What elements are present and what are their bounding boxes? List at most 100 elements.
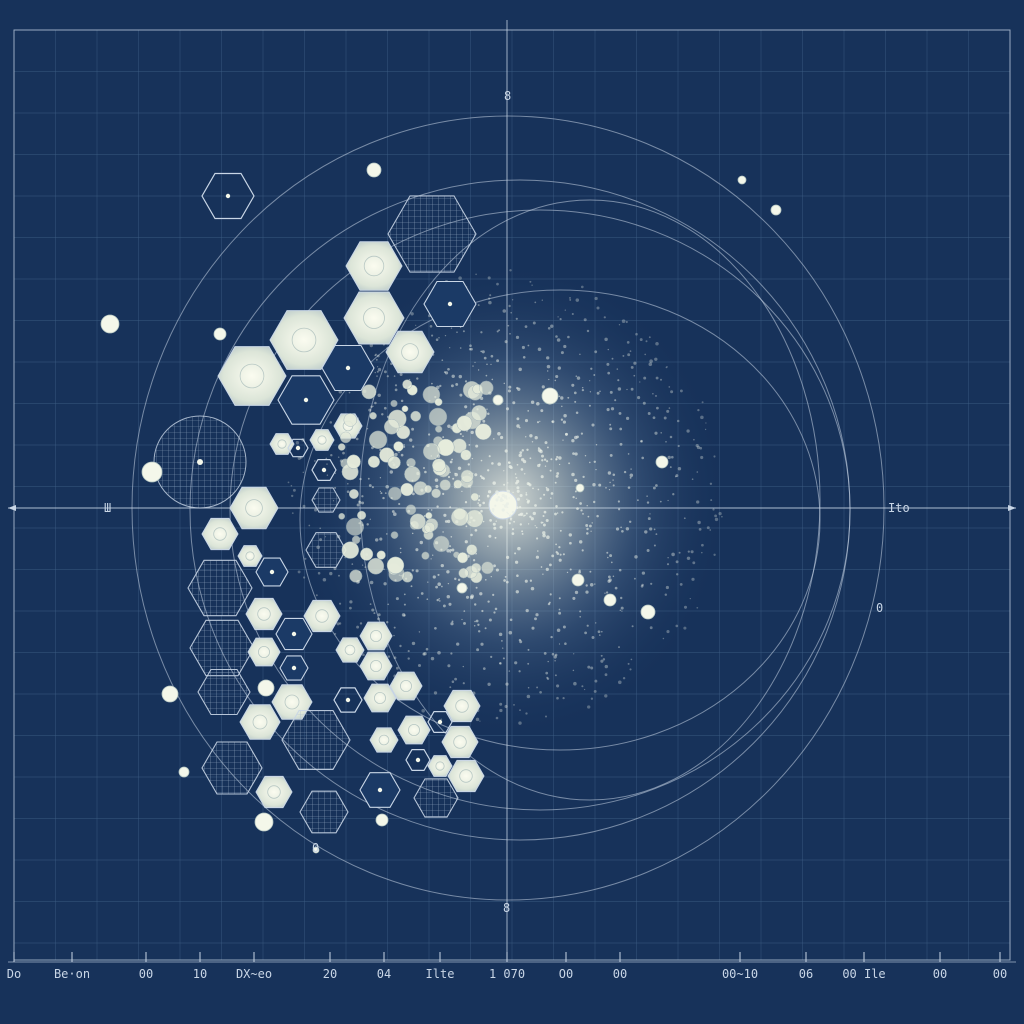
dust-particle (546, 460, 549, 463)
dust-particle (449, 549, 452, 552)
dust-particle (398, 451, 400, 454)
dust-particle (386, 533, 388, 535)
x-tick-label: O0 (559, 967, 573, 981)
dust-particle (511, 532, 515, 535)
dust-particle (637, 396, 641, 400)
dust-particle (487, 600, 490, 603)
dust-particle (604, 337, 608, 342)
bubble-particle (435, 425, 443, 433)
dust-particle (605, 591, 609, 594)
dust-particle (490, 575, 492, 578)
dust-particle (644, 530, 648, 534)
hexagon-ring (257, 607, 271, 621)
dust-particle (376, 354, 380, 358)
dust-particle (497, 462, 501, 466)
dust-particle (676, 419, 680, 423)
dust-particle (515, 481, 518, 485)
dust-particle (542, 531, 546, 535)
dust-particle (709, 482, 713, 485)
dust-particle (377, 617, 380, 621)
dust-particle (591, 423, 595, 427)
dust-particle (654, 431, 658, 435)
dust-particle (537, 488, 540, 491)
bubble-particle (410, 410, 422, 422)
dust-particle (518, 367, 522, 372)
scattered-dots (100, 162, 782, 854)
dust-particle (486, 408, 488, 410)
dust-particle (502, 309, 507, 313)
dust-particle (436, 598, 439, 602)
dust-particle (495, 498, 499, 502)
bubble-particle (386, 556, 405, 574)
dust-particle (547, 370, 549, 372)
dust-particle (488, 297, 491, 300)
dust-particle (438, 598, 440, 600)
dust-particle (534, 504, 537, 507)
dust-particle (334, 632, 337, 635)
dust-particle (468, 347, 472, 351)
dust-particle (595, 468, 597, 471)
dust-particle (463, 610, 466, 612)
dust-particle (347, 482, 349, 485)
bubble-particle (409, 513, 426, 530)
dust-particle (492, 522, 496, 526)
dust-particle (721, 515, 723, 518)
dust-particle (521, 532, 524, 535)
dust-particle (516, 417, 520, 421)
dust-particle (477, 304, 480, 307)
dust-particle (540, 475, 544, 479)
dust-particle (417, 663, 422, 668)
dust-particle (543, 510, 547, 514)
dust-particle (535, 613, 539, 617)
bubble-particle (421, 551, 430, 560)
dust-particle (469, 595, 474, 600)
hexagon-ring (344, 644, 356, 656)
hexagon-mesh (189, 619, 255, 677)
dust-particle (432, 554, 434, 556)
dust-particle (499, 708, 503, 713)
dust-particle (596, 306, 600, 310)
dust-particle (587, 665, 591, 669)
dust-particle (562, 696, 565, 700)
dust-particle (373, 612, 376, 615)
dust-particle (618, 508, 621, 511)
dust-particle (439, 384, 442, 388)
dust-particle (572, 596, 576, 600)
dust-particle (501, 508, 505, 512)
dust-particle (691, 577, 695, 581)
dust-particle (598, 483, 602, 487)
dust-particle (441, 585, 443, 588)
dust-particle (449, 686, 452, 689)
bubble-particle (376, 550, 386, 560)
sphere-center-dot (197, 459, 203, 465)
x-tick-label: 00 (933, 967, 947, 981)
dust-particle (451, 680, 455, 683)
dust-particle (494, 504, 497, 507)
dust-particle (399, 644, 402, 648)
dust-particle (665, 366, 668, 369)
hexagon-mesh (311, 487, 341, 513)
dust-particle (639, 338, 643, 342)
dust-particle (454, 472, 458, 477)
dust-particle (493, 611, 496, 614)
dust-particle (675, 474, 679, 478)
dust-particle (510, 311, 512, 314)
dust-particle (575, 375, 578, 377)
dust-particle (506, 498, 508, 500)
right-arrow-icon (1008, 505, 1016, 511)
dust-particle (361, 495, 364, 498)
dust-particle (472, 365, 474, 367)
dust-particle (646, 501, 650, 504)
dust-particle (508, 304, 511, 308)
dust-particle (640, 439, 643, 443)
dust-particle (584, 631, 587, 635)
dust-particle (443, 513, 447, 517)
dust-particle (383, 370, 387, 374)
dust-particle (607, 348, 609, 351)
dust-particle (675, 560, 679, 564)
dust-particle (519, 493, 523, 498)
dust-particle (594, 679, 598, 683)
bubble-particle (422, 385, 441, 404)
dust-particle (356, 503, 360, 507)
dust-particle (297, 570, 301, 574)
